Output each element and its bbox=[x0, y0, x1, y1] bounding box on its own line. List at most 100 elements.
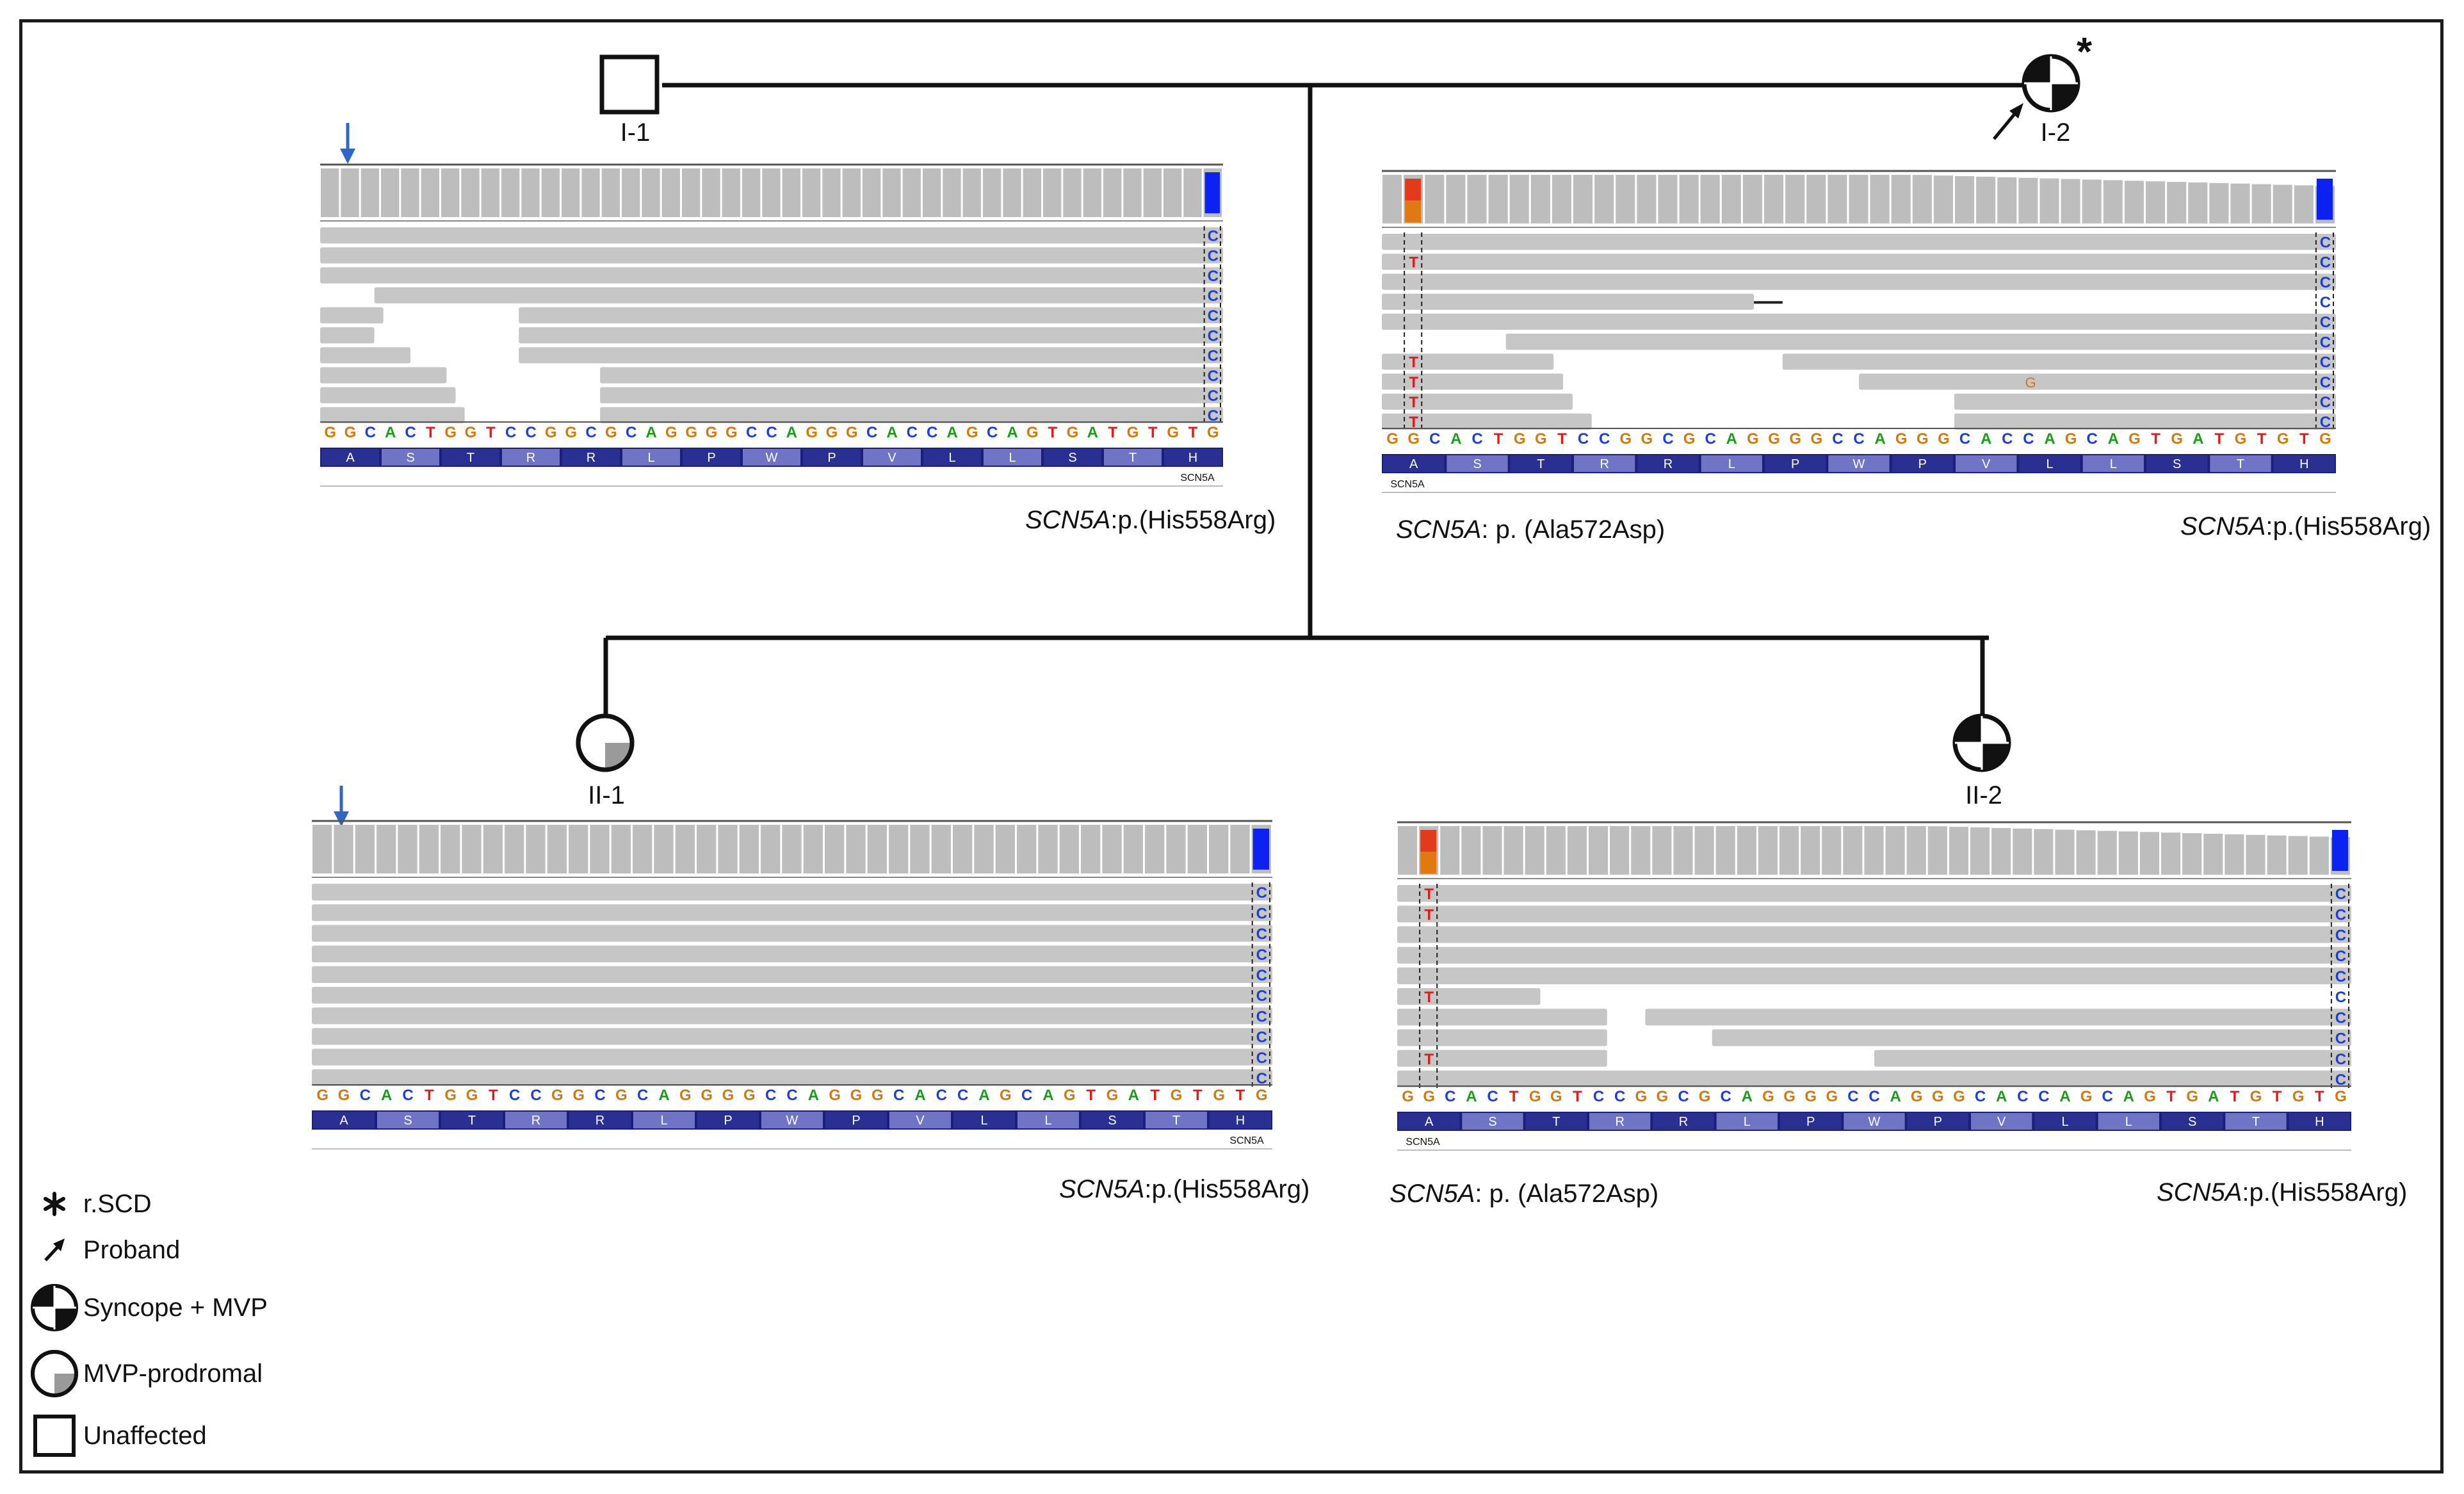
legend-item-syncope-mvp: Syncope + MVP bbox=[26, 1282, 268, 1333]
his558arg-coverage-highlight bbox=[1204, 172, 1220, 213]
reference-base: C bbox=[365, 424, 376, 441]
coverage-bar bbox=[983, 168, 1001, 217]
amino-acid-box bbox=[2034, 1113, 2096, 1130]
coverage-bar bbox=[2161, 832, 2181, 875]
reference-base: A bbox=[2108, 430, 2119, 448]
coverage-bar bbox=[1567, 826, 1587, 875]
reference-base: C bbox=[893, 1087, 904, 1104]
reference-base: A bbox=[1874, 430, 1885, 448]
reference-base: G bbox=[1810, 430, 1822, 448]
amino-acid-label: H bbox=[2315, 1115, 2324, 1129]
coverage-bar bbox=[1103, 168, 1122, 217]
coverage-bar bbox=[1758, 826, 1778, 875]
reference-base: T bbox=[2230, 1088, 2240, 1105]
amino-acid-box bbox=[1637, 455, 1699, 472]
individual-II-1-symbol bbox=[574, 712, 638, 776]
reference-base: T bbox=[1193, 1087, 1203, 1104]
amino-acid-label: P bbox=[1791, 457, 1799, 471]
reference-base: A bbox=[2192, 430, 2203, 448]
reference-base: C bbox=[525, 424, 536, 441]
coverage-bar bbox=[1737, 826, 1756, 875]
sequence-read bbox=[1954, 393, 2336, 410]
coverage-bar bbox=[2146, 181, 2166, 223]
sequence-read bbox=[320, 327, 375, 344]
sequence-read bbox=[320, 267, 1223, 284]
reference-base: C bbox=[957, 1087, 968, 1104]
amino-acid-box bbox=[2289, 1113, 2350, 1130]
sequence-read bbox=[312, 884, 1272, 901]
reference-base: A bbox=[1996, 1088, 2007, 1105]
mismatch-base: C bbox=[2320, 414, 2331, 431]
reference-base: C bbox=[1445, 1088, 1455, 1105]
variant-protein: :p.(His558Arg) bbox=[1110, 506, 1276, 534]
syncope-mvp-symbol-icon bbox=[26, 1282, 83, 1333]
amino-acid-box bbox=[441, 1112, 503, 1128]
amino-acid-box bbox=[562, 449, 620, 466]
coverage-bar bbox=[1440, 826, 1460, 875]
amino-acid-box bbox=[1716, 1113, 1778, 1130]
mismatch-base: C bbox=[2320, 314, 2331, 331]
coverage-bar bbox=[1467, 175, 1487, 223]
coverage-bar bbox=[2124, 181, 2144, 223]
coverage-bar bbox=[739, 825, 759, 873]
reference-base: G bbox=[685, 424, 697, 441]
mismatch-base: C bbox=[2335, 989, 2346, 1006]
reference-base: T bbox=[1086, 1087, 1096, 1104]
reference-base: A bbox=[1087, 424, 1098, 441]
reference-base: C bbox=[1832, 430, 1843, 448]
coverage-bar bbox=[2013, 828, 2032, 875]
reference-base: G bbox=[1917, 430, 1929, 448]
mismatch-base: G bbox=[2025, 375, 2036, 391]
mismatch-base: C bbox=[2320, 254, 2331, 272]
mismatch-base: C bbox=[1256, 946, 1267, 964]
reference-base: G bbox=[1171, 1087, 1183, 1104]
reference-base: A bbox=[1450, 430, 1461, 448]
amino-acid-label: T bbox=[467, 451, 474, 465]
coverage-bar bbox=[1488, 175, 1508, 223]
sequence-read bbox=[1505, 334, 2336, 350]
reference-base: C bbox=[505, 424, 516, 441]
reference-base: G bbox=[966, 424, 978, 441]
reference-base: G bbox=[2065, 430, 2077, 448]
ala572asp-mismatch-base: T bbox=[1409, 354, 1418, 371]
amino-acid-label: H bbox=[1188, 451, 1197, 465]
coverage-bar bbox=[1764, 175, 1784, 223]
coverage-bar bbox=[1679, 175, 1699, 223]
coverage-bar bbox=[312, 825, 332, 873]
reference-base: T bbox=[1557, 430, 1567, 448]
mismatch-base: C bbox=[1208, 387, 1219, 405]
reference-base: G bbox=[465, 424, 477, 441]
reference-base: C bbox=[637, 1087, 648, 1104]
sequence-read bbox=[600, 367, 1223, 384]
coverage-bar bbox=[1446, 175, 1466, 223]
amino-acid-box bbox=[1210, 1112, 1271, 1128]
amino-acid-label: S bbox=[1488, 1115, 1496, 1129]
reference-base: C bbox=[866, 424, 877, 441]
gene-symbol: SCN5A bbox=[1396, 516, 1482, 544]
sequence-read bbox=[312, 1007, 1272, 1025]
reference-base: C bbox=[530, 1087, 541, 1104]
sequence-read bbox=[312, 1069, 1272, 1086]
legend-label: Proband bbox=[83, 1235, 181, 1264]
ala572asp-coverage-highlight bbox=[1405, 179, 1422, 201]
reference-base: G bbox=[1826, 1088, 1838, 1105]
ala572asp-mismatch-base: T bbox=[1424, 886, 1434, 903]
sequence-read bbox=[1382, 313, 2336, 330]
coverage-bar bbox=[889, 825, 909, 873]
mismatch-base: C bbox=[2320, 334, 2331, 351]
sequence-read bbox=[320, 407, 465, 423]
reference-base: G bbox=[1026, 424, 1039, 441]
coverage-bar bbox=[1637, 175, 1657, 223]
reference-base: G bbox=[565, 424, 577, 441]
amino-acid-label: L bbox=[980, 1114, 987, 1128]
variant-protein: : p. (Ala572Asp) bbox=[1475, 1180, 1659, 1208]
amino-acid-label: L bbox=[2046, 457, 2053, 471]
coverage-bar bbox=[2230, 183, 2250, 223]
coverage-bar bbox=[1933, 175, 1953, 223]
reference-base: C bbox=[2038, 1088, 2049, 1105]
amino-acid-label: V bbox=[888, 451, 896, 465]
mismatch-base: C bbox=[1256, 1008, 1267, 1025]
amino-acid-label: L bbox=[1744, 1115, 1751, 1129]
